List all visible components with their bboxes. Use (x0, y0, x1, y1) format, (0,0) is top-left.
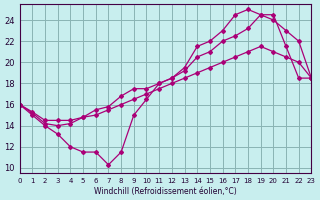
X-axis label: Windchill (Refroidissement éolien,°C): Windchill (Refroidissement éolien,°C) (94, 187, 237, 196)
